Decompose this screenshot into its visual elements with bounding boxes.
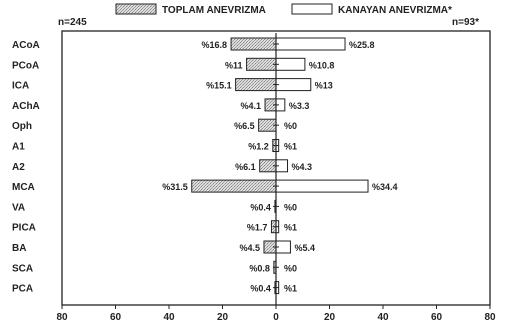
left-count-label: n=245 — [58, 17, 87, 28]
category-label: AChA — [12, 101, 40, 112]
legend-label-bleeding: KANAYAN ANEVRIZMA* — [338, 5, 452, 16]
value-label-bleeding: %25.8 — [349, 40, 375, 50]
value-label-total: %6.1 — [235, 162, 256, 172]
bars — [191, 37, 369, 295]
value-label-total: %0.8 — [249, 263, 270, 273]
value-label-total: %11 — [225, 60, 243, 70]
bar-bleeding — [275, 179, 369, 193]
value-label-total: %16.8 — [202, 40, 228, 50]
value-label-bleeding: %13 — [315, 81, 333, 91]
value-label-total: %6.5 — [234, 121, 255, 131]
value-label-bleeding: %0 — [284, 202, 297, 212]
value-label-bleeding: %3.3 — [289, 101, 310, 111]
category-label: Oph — [12, 121, 32, 132]
category-label: ACoA — [12, 40, 40, 51]
bar-total — [235, 78, 277, 92]
x-tick-label: 60 — [431, 312, 443, 323]
bar-bleeding — [275, 37, 346, 51]
x-tick-label: 60 — [110, 312, 122, 323]
bar-bleeding — [275, 78, 312, 92]
value-label-bleeding: %1 — [284, 284, 297, 294]
category-label: ICA — [12, 81, 29, 92]
x-axis: 80 60 40 20 0 20 40 60 80 — [56, 305, 496, 323]
category-label: MCA — [12, 182, 35, 193]
value-label-total: %1.2 — [248, 142, 269, 152]
value-label-total: %0.4 — [250, 202, 271, 212]
bar-bleeding — [275, 57, 306, 71]
value-label-total: %4.1 — [241, 101, 262, 111]
value-label-bleeding: %34.4 — [372, 182, 398, 192]
bar-total — [230, 37, 277, 51]
category-label: VA — [12, 202, 25, 213]
value-label-total: %15.1 — [206, 81, 232, 91]
value-label-total: %4.5 — [239, 243, 260, 253]
legend-swatch-total — [115, 3, 157, 15]
category-label: A1 — [12, 142, 25, 153]
center-axis — [273, 33, 279, 305]
value-label-total: %0.4 — [250, 284, 271, 294]
value-label-bleeding: %5.4 — [294, 243, 315, 253]
category-label: PCoA — [12, 60, 39, 71]
category-label: BA — [12, 243, 26, 254]
value-label-total: %1.7 — [247, 223, 268, 233]
category-label: PICA — [12, 223, 36, 234]
value-label-bleeding: %1 — [284, 223, 297, 233]
category-label: SCA — [12, 263, 33, 274]
legend: TOPLAM ANEVRIZMA KANAYAN ANEVRIZMA* — [115, 3, 452, 16]
value-label-bleeding: %1 — [284, 142, 297, 152]
x-tick-label: 80 — [484, 312, 496, 323]
x-tick-label: 40 — [163, 312, 175, 323]
value-label-bleeding: %0 — [284, 121, 297, 131]
x-tick-label: 40 — [377, 312, 389, 323]
category-label: A2 — [12, 162, 25, 173]
x-tick-label: 80 — [56, 312, 68, 323]
bar-total — [246, 57, 277, 71]
legend-label-total: TOPLAM ANEVRIZMA — [162, 5, 266, 16]
value-label-bleeding: %4.3 — [292, 162, 313, 172]
right-count-label: n=93* — [452, 17, 479, 28]
category-label: PCA — [12, 284, 33, 295]
x-tick-label: 20 — [217, 312, 229, 323]
category-labels: ACoA PCoA ICA AChA Oph A1 A2 MCA VA PICA BA SCA PCA — [12, 40, 40, 295]
legend-swatch-bleeding — [291, 3, 333, 15]
value-label-bleeding: %10.8 — [309, 60, 335, 70]
value-labels: %16.8 %25.8 %11 %10.8 %15.1 %13 %4.1 %3.3 %6.5 %0… — [162, 40, 397, 294]
x-tick-label: 20 — [324, 312, 336, 323]
value-label-bleeding: %0 — [284, 263, 297, 273]
bar-total — [191, 179, 277, 193]
value-label-total: %31.5 — [162, 182, 188, 192]
x-tick-label: 0 — [273, 312, 279, 323]
